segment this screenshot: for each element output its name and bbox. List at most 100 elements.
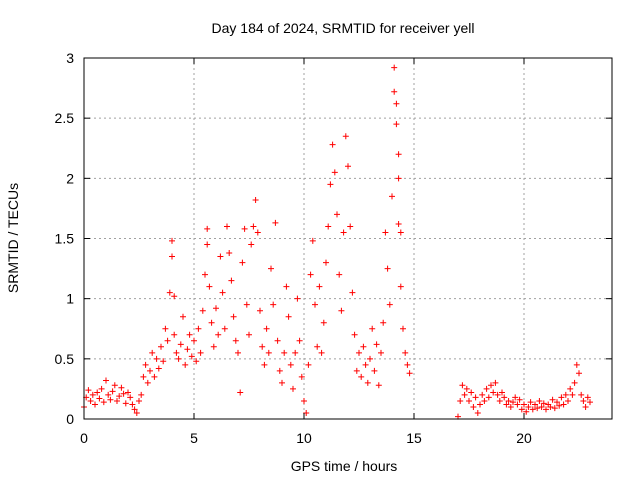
y-tick-label: 2.5 <box>55 110 75 126</box>
data-point <box>265 349 272 356</box>
data-point <box>320 319 327 326</box>
data-point <box>536 397 543 404</box>
data-point <box>571 379 578 386</box>
data-point <box>261 361 268 368</box>
data-point <box>303 409 310 416</box>
data-point <box>250 223 257 230</box>
data-point <box>111 382 118 389</box>
data-point <box>510 399 516 406</box>
data-point <box>540 400 547 407</box>
data-point <box>228 277 235 284</box>
data-point <box>204 241 211 248</box>
data-point <box>100 399 107 406</box>
data-point <box>160 358 167 365</box>
data-point <box>529 406 536 413</box>
data-point <box>296 337 303 344</box>
data-point <box>272 219 279 226</box>
data-point <box>507 403 514 410</box>
data-point <box>382 229 389 236</box>
data-point <box>334 211 340 218</box>
data-point <box>175 355 182 362</box>
data-point <box>109 388 116 395</box>
data-point <box>169 237 175 244</box>
data-point <box>290 385 296 392</box>
data-point <box>527 399 534 406</box>
x-axis-title: GPS time / hours <box>291 458 398 474</box>
data-point <box>479 391 486 398</box>
data-point <box>463 385 470 392</box>
data-point <box>587 399 593 406</box>
data-point <box>369 325 376 332</box>
data-point <box>191 337 197 344</box>
data-point <box>89 391 96 398</box>
y-tick-label: 2 <box>66 170 74 186</box>
y-tick-label: 0 <box>66 411 74 427</box>
data-point <box>521 401 527 408</box>
data-point <box>107 396 114 403</box>
data-point <box>142 361 149 368</box>
data-point <box>151 373 158 380</box>
data-point <box>307 271 314 278</box>
data-point <box>92 401 98 408</box>
data-point <box>131 406 138 413</box>
data-point <box>393 121 400 128</box>
data-point <box>340 229 347 236</box>
data-point <box>367 355 373 362</box>
data-point <box>505 397 512 404</box>
data-point <box>391 64 398 71</box>
data-point <box>371 367 378 374</box>
data-point <box>208 319 215 326</box>
data-point <box>488 382 494 389</box>
data-point <box>554 399 560 406</box>
data-point <box>391 88 398 95</box>
data-point <box>400 325 406 332</box>
data-point <box>180 313 186 320</box>
data-point <box>263 325 270 332</box>
data-point <box>512 394 519 401</box>
data-point <box>122 400 129 407</box>
data-point <box>485 394 492 401</box>
data-point <box>85 387 92 394</box>
data-point <box>395 221 402 228</box>
data-point <box>98 385 105 392</box>
data-point <box>285 313 292 320</box>
data-point <box>466 397 472 404</box>
x-tick-label: 10 <box>296 430 312 446</box>
data-point <box>188 353 195 360</box>
data-point <box>406 370 413 377</box>
data-point <box>543 406 549 413</box>
data-point <box>164 337 171 344</box>
data-point <box>105 391 112 398</box>
data-point <box>380 319 387 326</box>
data-point <box>257 307 263 314</box>
y-tick-label: 1 <box>66 291 74 307</box>
data-point <box>202 271 208 278</box>
data-point <box>551 405 558 412</box>
data-point <box>133 409 140 416</box>
data-point <box>393 100 400 107</box>
x-tick-label: 20 <box>516 430 532 446</box>
data-point <box>514 401 521 408</box>
data-point <box>384 265 391 272</box>
data-point <box>373 341 380 348</box>
data-point <box>470 403 477 410</box>
data-point <box>338 307 345 314</box>
data-point <box>534 405 541 412</box>
data-point <box>461 391 468 398</box>
axis-ticks: 0 0.5 1 1.5 2 2.5 3 0 5 10 15 20 <box>55 50 612 446</box>
data-point <box>252 196 259 203</box>
data-point <box>149 349 156 356</box>
data-point <box>331 169 338 176</box>
data-points <box>81 64 593 420</box>
data-point <box>327 181 334 188</box>
x-tick-label: 0 <box>80 430 88 446</box>
data-point <box>243 301 250 308</box>
data-point <box>397 229 404 236</box>
data-point <box>246 331 252 338</box>
data-point <box>312 301 318 308</box>
data-point <box>173 349 180 356</box>
data-point <box>186 331 193 338</box>
data-point <box>457 397 464 404</box>
data-point <box>516 396 523 403</box>
data-point <box>248 241 255 248</box>
